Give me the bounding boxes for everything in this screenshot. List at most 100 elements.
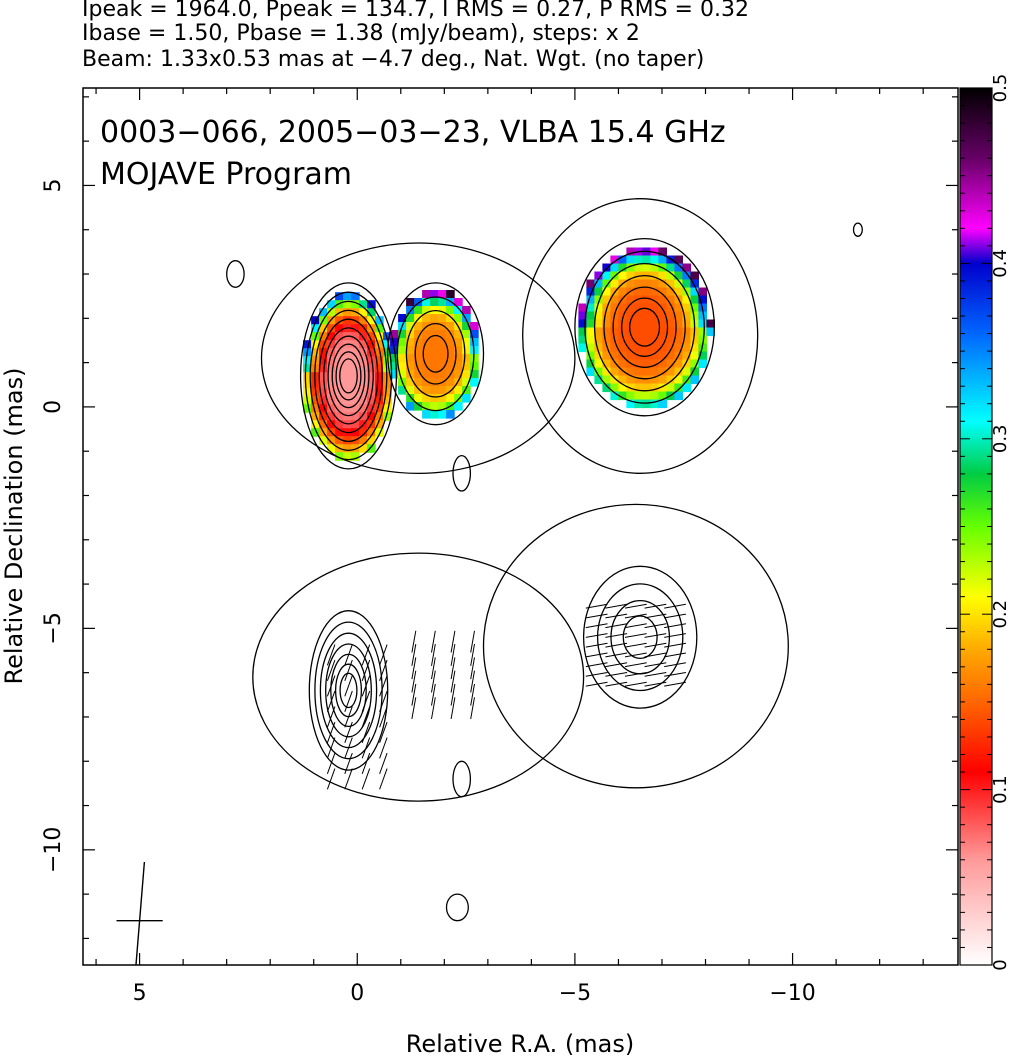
fractional-polarization-pixel [578, 335, 587, 345]
fractional-polarization-pixel [618, 359, 627, 369]
fractional-polarization-pixel [650, 311, 659, 321]
fractional-polarization-pixel [422, 378, 431, 387]
fractional-polarization-pixel [602, 295, 611, 305]
fractional-polarization-pixel [406, 298, 415, 307]
fractional-polarization-pixel [319, 332, 328, 341]
fractional-polarization-pixel [674, 359, 683, 369]
fractional-polarization-pixel [658, 255, 667, 265]
fractional-polarization-pixel [610, 327, 619, 337]
fractional-polarization-pixel [390, 338, 399, 347]
evpa-vector [624, 642, 647, 648]
fractional-polarization-pixel [682, 343, 691, 353]
evpa-vector [605, 642, 628, 648]
evpa-vector [411, 670, 417, 693]
fractional-polarization-pixel [462, 362, 471, 371]
evpa-vector [624, 662, 647, 668]
fractional-polarization-pixel [674, 263, 683, 273]
fractional-polarization-pixel [335, 292, 344, 301]
fractional-polarization-pixel [666, 367, 675, 377]
fractional-polarization-pixel [367, 444, 376, 453]
fractional-polarization-pixel [578, 319, 587, 329]
fractional-polarization-pixel [335, 332, 344, 341]
chart-subtitle: MOJAVE Program [100, 157, 352, 192]
fractional-polarization-pixel [422, 370, 431, 379]
fractional-polarization-pixel [351, 324, 360, 333]
intensity-contour [308, 610, 389, 771]
fractional-polarization-pixel [618, 287, 627, 297]
fractional-polarization-pixel [430, 338, 439, 347]
fractional-polarization-pixel [462, 306, 471, 315]
evpa-vector [664, 613, 686, 619]
fractional-polarization-pixel [658, 247, 667, 257]
fractional-polarization-pixel [327, 316, 336, 325]
fractional-polarization-pixel [303, 388, 312, 397]
fractional-polarization-pixel [698, 295, 707, 305]
x-tick-label: −10 [769, 981, 815, 1006]
fractional-polarization-pixel [626, 311, 635, 321]
fractional-polarization-pixel [375, 388, 384, 397]
fractional-polarization-pixel [414, 370, 423, 379]
fractional-polarization-pixel [343, 364, 352, 373]
plot-body [116, 198, 863, 965]
fractional-polarization-pixel [602, 351, 611, 361]
intensity-contour [445, 893, 469, 922]
fractional-polarization-pixel [422, 402, 431, 411]
fractional-polarization-pixel [690, 279, 699, 289]
fractional-polarization-pixel [682, 383, 691, 393]
fractional-polarization-pixel [406, 378, 415, 387]
evpa-vector [326, 675, 336, 697]
fractional-polarization-pixel [414, 322, 423, 331]
fractional-polarization-pixel [327, 396, 336, 405]
intensity-contour [596, 583, 684, 692]
fractional-polarization-pixel [375, 380, 384, 389]
evpa-vector [664, 681, 686, 687]
fractional-polarization-pixel [594, 279, 603, 289]
fractional-polarization-pixel [438, 386, 447, 395]
fractional-polarization-pixel [666, 295, 675, 305]
evpa-vector [624, 603, 647, 609]
fractional-polarization-pixel [666, 359, 675, 369]
evpa-vector [379, 690, 388, 712]
fractional-polarization-pixel [335, 324, 344, 333]
fractional-polarization-pixel [666, 343, 675, 353]
fractional-polarization-pixel [383, 404, 392, 413]
intensity-contour [622, 615, 658, 660]
evpa-vector [379, 706, 388, 728]
fractional-polarization-pixel [634, 295, 643, 305]
fractional-polarization-pixel [454, 378, 463, 387]
fractional-polarization-pixel [610, 375, 619, 385]
evpa-vector [379, 737, 388, 759]
fractional-polarization-pixel [698, 327, 707, 337]
evpa-vector [664, 652, 686, 658]
fractional-polarization-pixel [375, 324, 384, 333]
fractional-polarization-pixel [594, 335, 603, 345]
fractional-polarization-pixel [666, 255, 675, 265]
evpa-vector [431, 630, 436, 653]
fractional-polarization-pixel [375, 372, 384, 381]
intensity-contour [226, 260, 245, 288]
intensity-contour [319, 632, 378, 749]
fractional-polarization-pixel [319, 364, 328, 373]
colorbar-tick-label: 0.1 [990, 775, 1011, 804]
fractional-polarization-pixel [335, 420, 344, 429]
evpa-vector [361, 659, 371, 681]
fractional-polarization-pixel [359, 380, 368, 389]
fractional-polarization-pixel [674, 319, 683, 329]
evpa-vector [644, 672, 667, 677]
fractional-polarization-pixel [327, 324, 336, 333]
fractional-polarization-pixel [438, 370, 447, 379]
fractional-polarization-pixel [367, 316, 376, 325]
fractional-polarization-pixel [422, 330, 431, 339]
fractional-polarization-pixel [335, 436, 344, 445]
evpa-vector [379, 721, 388, 743]
fractional-polarization-pixel [319, 388, 328, 397]
fractional-polarization-pixel [462, 378, 471, 387]
evpa-vector [326, 644, 336, 666]
evpa-vector [431, 670, 436, 693]
fractional-polarization-pixel [666, 351, 675, 361]
evpa-vector [624, 613, 647, 619]
header-beam-line: Beam: 1.33x0.53 mas at −4.7 deg., Nat. W… [82, 47, 705, 72]
fractional-polarization-pixel [586, 287, 595, 297]
evpa-vector [585, 652, 608, 658]
fractional-polarization-pixel [674, 335, 683, 345]
